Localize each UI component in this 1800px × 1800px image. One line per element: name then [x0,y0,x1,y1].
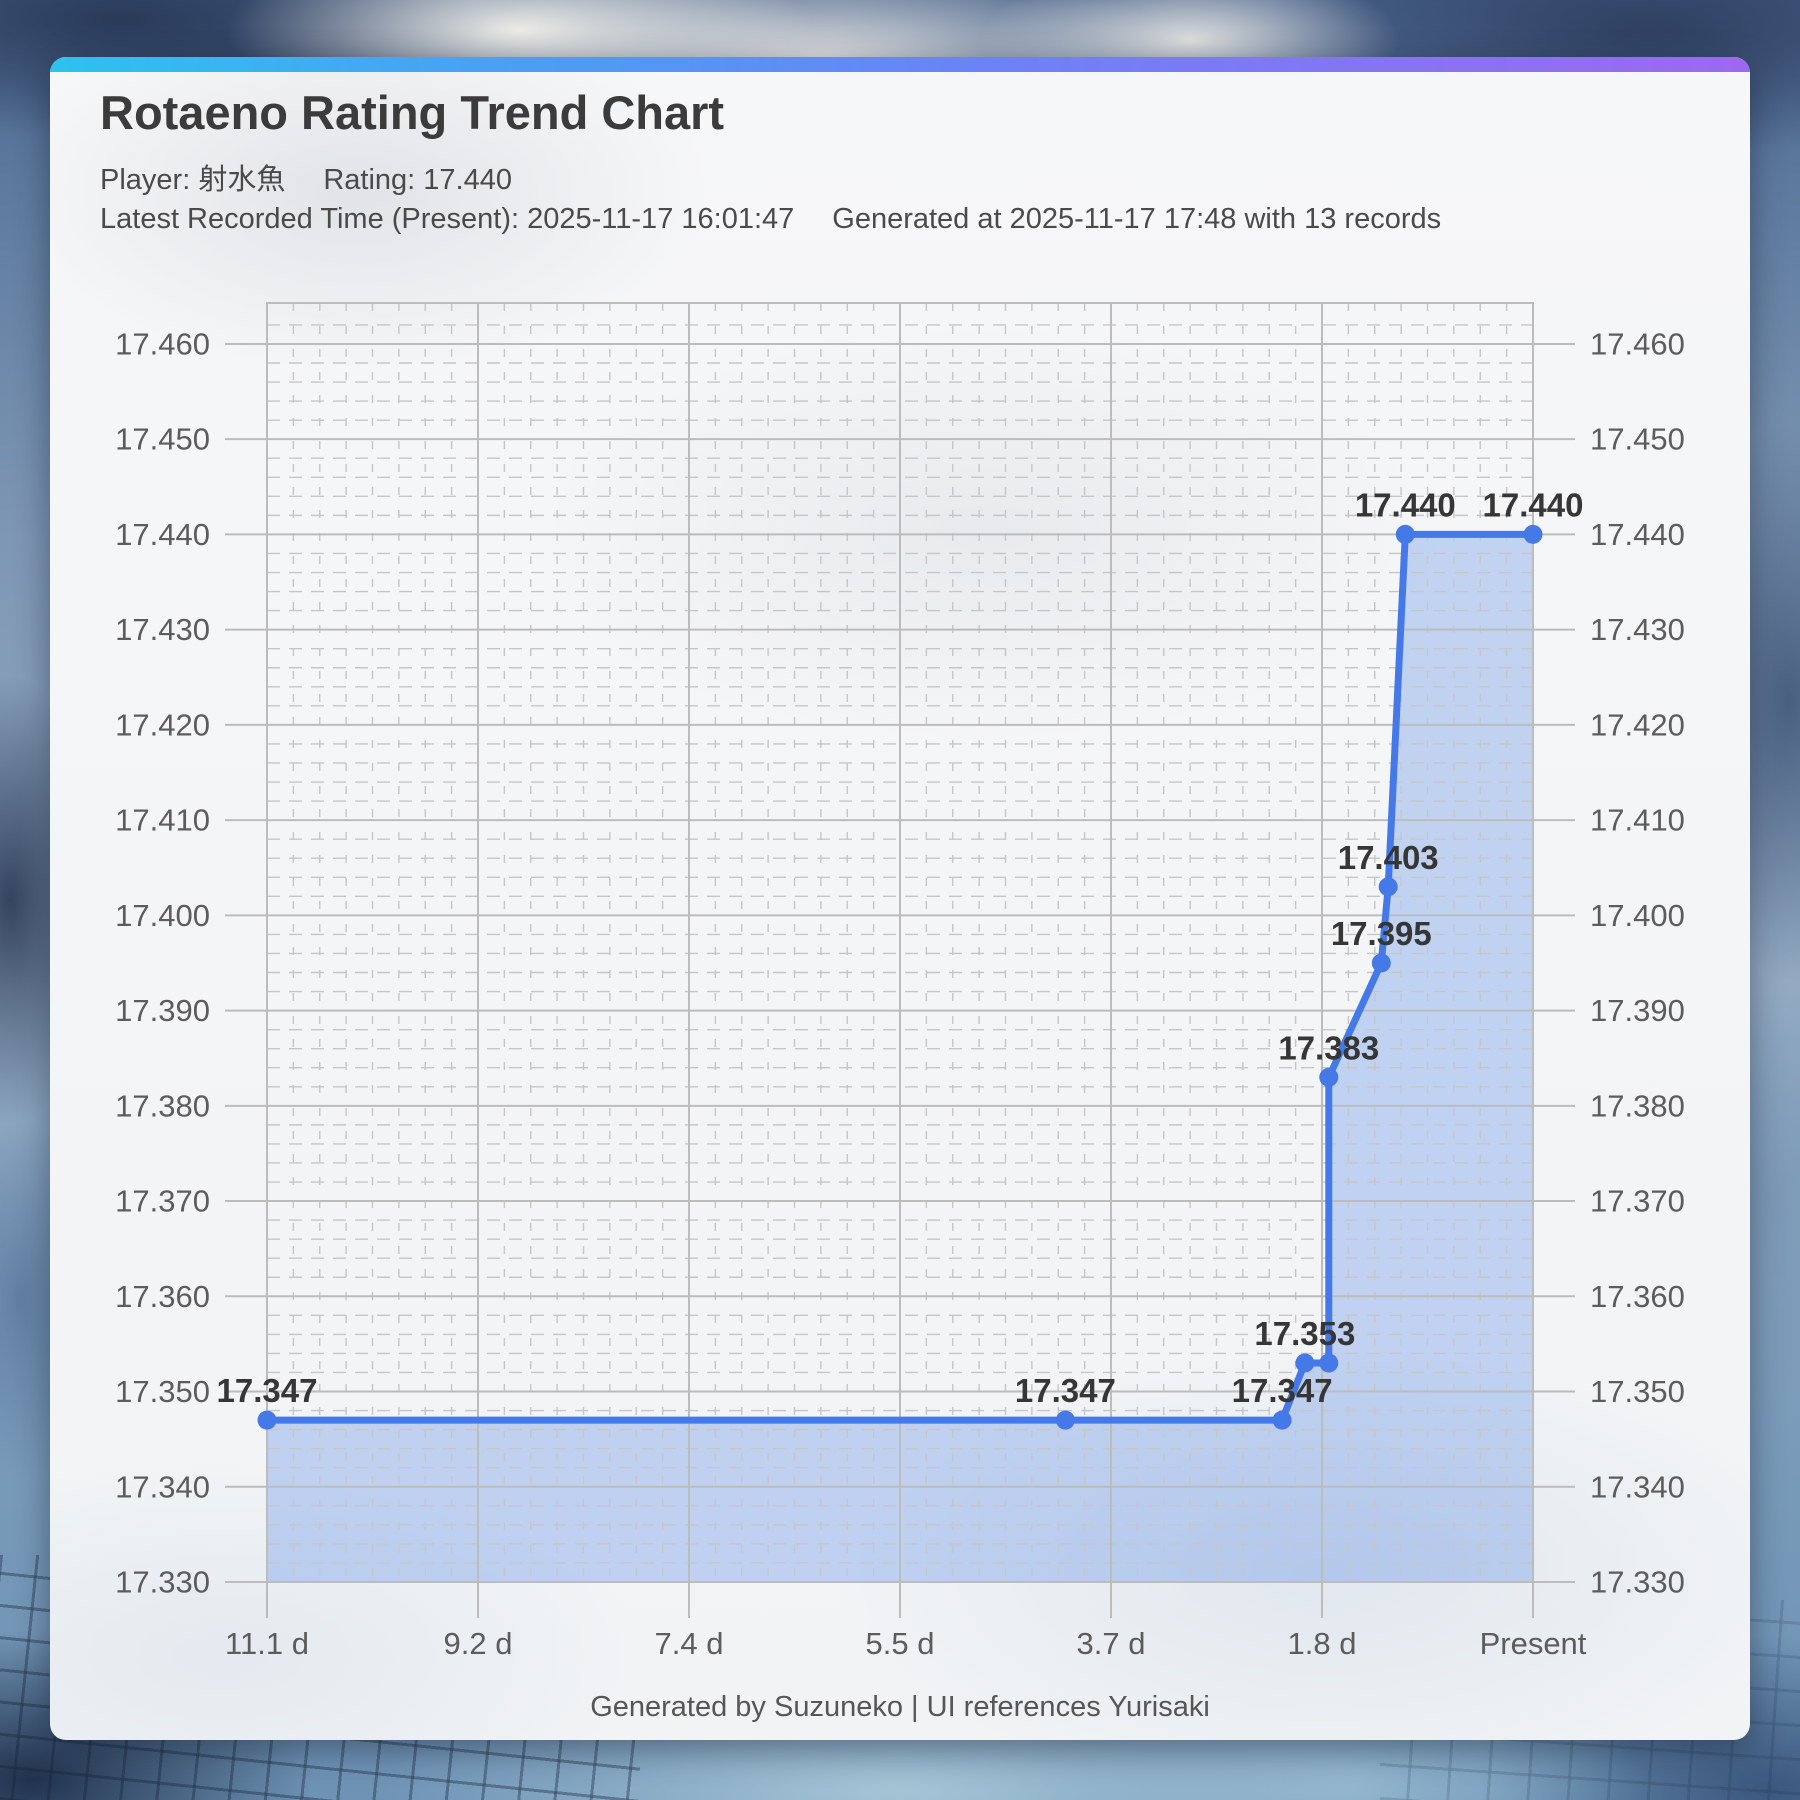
svg-text:17.380: 17.380 [1590,1088,1685,1123]
svg-text:17.390: 17.390 [115,993,210,1028]
svg-text:17.350: 17.350 [1590,1374,1685,1409]
svg-text:17.390: 17.390 [1590,993,1685,1028]
svg-text:17.450: 17.450 [115,422,210,457]
svg-text:17.403: 17.403 [1338,839,1439,876]
svg-text:11.1 d: 11.1 d [225,1626,309,1661]
player-rating-line: Player: 射水魚 Rating: 17.440 [100,161,1441,200]
svg-text:9.2 d: 9.2 d [444,1626,513,1661]
svg-text:17.347: 17.347 [217,1372,318,1409]
chart-card: Rotaeno Rating Trend Chart Player: 射水魚 Ra… [50,57,1750,1740]
svg-text:17.383: 17.383 [1278,1029,1379,1066]
latest-recorded-time: Latest Recorded Time (Present): 2025-11-… [100,203,795,235]
svg-text:17.420: 17.420 [1590,707,1685,742]
generated-info: Generated at 2025-11-17 17:48 with 13 re… [832,203,1442,235]
data-points [257,524,1543,1430]
svg-text:Present: Present [1480,1626,1587,1661]
axis-ticks [225,342,1575,1618]
svg-text:3.7 d: 3.7 d [1077,1626,1146,1661]
svg-text:17.360: 17.360 [1590,1279,1685,1314]
svg-text:17.370: 17.370 [115,1184,210,1219]
svg-text:17.440: 17.440 [1590,517,1685,552]
svg-text:17.347: 17.347 [1232,1372,1333,1409]
svg-text:17.380: 17.380 [115,1088,210,1123]
svg-text:17.440: 17.440 [1483,486,1584,523]
svg-text:17.460: 17.460 [115,326,210,361]
svg-text:17.370: 17.370 [1590,1184,1685,1219]
svg-text:17.340: 17.340 [115,1469,210,1504]
svg-text:17.430: 17.430 [115,612,210,647]
chart-header: Rotaeno Rating Trend Chart Player: 射水魚 Ra… [100,85,1441,239]
svg-text:17.400: 17.400 [115,898,210,933]
svg-text:17.360: 17.360 [115,1279,210,1314]
svg-text:17.400: 17.400 [1590,898,1685,933]
trend-line [263,530,1537,1424]
svg-text:17.440: 17.440 [1355,486,1456,523]
svg-text:7.4 d: 7.4 d [655,1626,724,1661]
svg-text:17.330: 17.330 [1590,1565,1685,1600]
credit-footer: Generated by Suzuneko | UI references Yu… [590,1691,1210,1723]
svg-text:1.8 d: 1.8 d [1288,1626,1357,1661]
data-labels: 17.347 17.347 17.347 17.353 17.383 17.395 17.4… [217,486,1584,1409]
gradient-accent-bar [50,57,1750,72]
svg-text:17.440: 17.440 [115,517,210,552]
svg-text:17.340: 17.340 [1590,1469,1685,1504]
svg-text:17.347: 17.347 [1015,1372,1116,1409]
svg-text:17.420: 17.420 [115,707,210,742]
svg-text:17.353: 17.353 [1254,1315,1355,1352]
page-title: Rotaeno Rating Trend Chart [100,86,725,139]
svg-text:17.410: 17.410 [115,803,210,838]
svg-text:17.395: 17.395 [1331,915,1432,952]
area-fill [267,534,1533,1582]
svg-text:17.430: 17.430 [1590,612,1685,647]
player-info: Player: 射水魚 [100,164,286,196]
record-time-line: Latest Recorded Time (Present): 2025-11-… [100,200,1441,239]
svg-text:17.450: 17.450 [1590,422,1685,457]
svg-text:17.410: 17.410 [1590,803,1685,838]
svg-text:17.350: 17.350 [115,1374,210,1409]
svg-text:17.460: 17.460 [1590,326,1685,361]
svg-text:17.330: 17.330 [115,1565,210,1600]
rating-info: Rating: 17.440 [323,164,512,196]
svg-text:5.5 d: 5.5 d [866,1626,935,1661]
